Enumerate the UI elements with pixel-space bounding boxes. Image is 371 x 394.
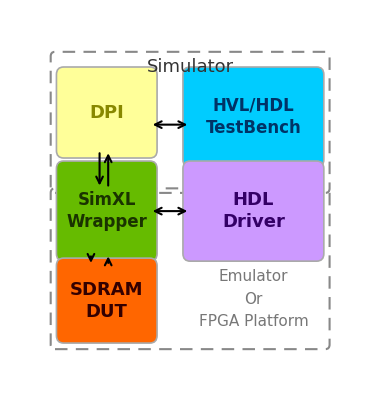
FancyBboxPatch shape xyxy=(56,258,157,343)
Text: Simulator: Simulator xyxy=(147,58,234,76)
Text: HVL/HDL
TestBench: HVL/HDL TestBench xyxy=(206,97,301,137)
FancyBboxPatch shape xyxy=(56,161,157,261)
FancyBboxPatch shape xyxy=(183,161,324,261)
Text: HDL
Driver: HDL Driver xyxy=(222,191,285,231)
Text: DPI: DPI xyxy=(89,104,124,121)
FancyBboxPatch shape xyxy=(183,67,324,167)
FancyBboxPatch shape xyxy=(56,67,157,158)
Text: Emulator
Or
FPGA Platform: Emulator Or FPGA Platform xyxy=(198,269,308,329)
Text: SimXL
Wrapper: SimXL Wrapper xyxy=(66,191,147,231)
Text: SDRAM
DUT: SDRAM DUT xyxy=(70,281,144,321)
